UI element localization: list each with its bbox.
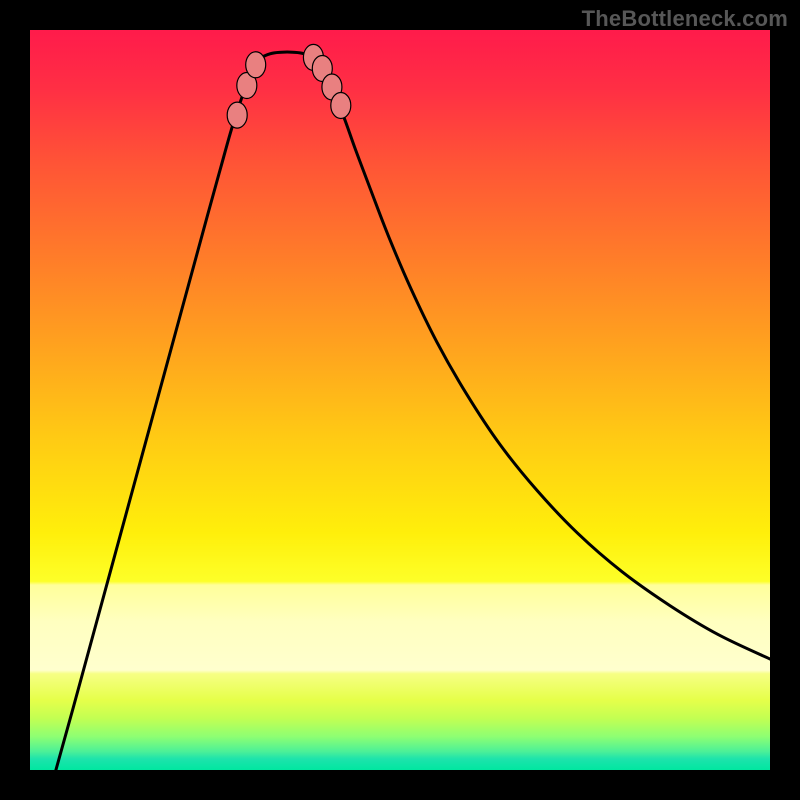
curve-marker xyxy=(227,102,247,128)
curve-path xyxy=(56,52,770,770)
marker-group xyxy=(227,44,351,128)
chart-frame: TheBottleneck.com xyxy=(0,0,800,800)
curve-marker xyxy=(246,52,266,78)
watermark-text: TheBottleneck.com xyxy=(582,6,788,32)
curve-marker xyxy=(331,92,351,118)
bottleneck-curve xyxy=(30,30,770,770)
plot-area xyxy=(30,30,770,770)
